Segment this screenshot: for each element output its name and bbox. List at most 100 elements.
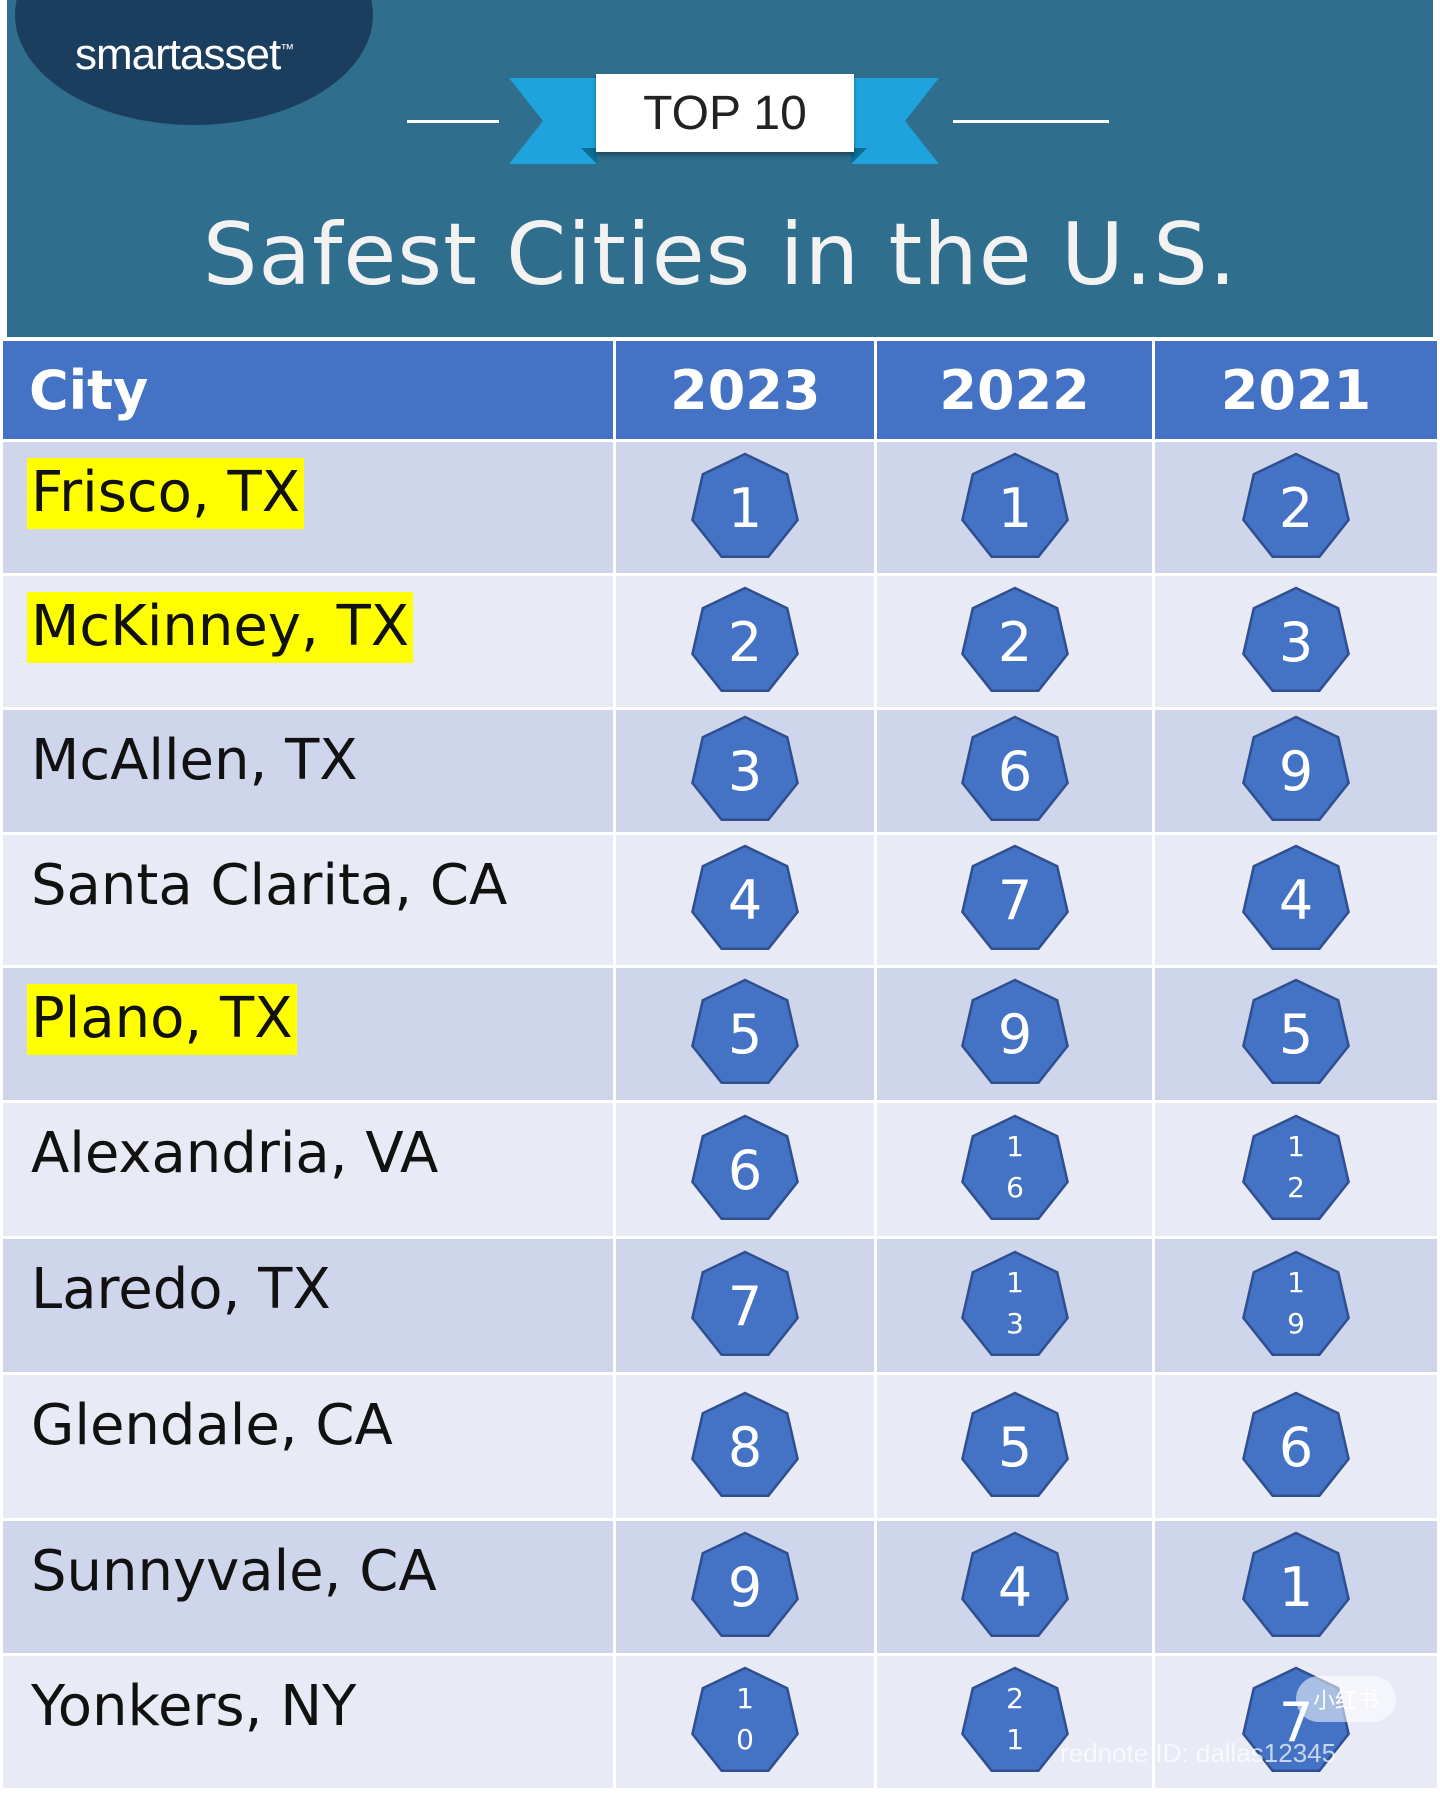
rank-badge-icon: 6 — [1242, 1391, 1350, 1497]
city-name: Glendale, CA — [31, 1393, 393, 1458]
rank-digit-top: 1 — [1287, 1266, 1305, 1299]
rank-value: 8 — [728, 1416, 762, 1479]
rank-digit-bottom: 2 — [1287, 1171, 1305, 1204]
rank-badge-shape — [960, 586, 1069, 692]
logo: smartasset™ — [75, 30, 294, 80]
rank-cell-2023: 8 — [616, 1375, 875, 1518]
ribbon-icon — [509, 78, 939, 164]
rank-badge-icon: 2 — [1242, 452, 1350, 558]
rank-value: 5 — [1279, 1003, 1313, 1066]
rank-badge-shape — [960, 978, 1069, 1084]
city-name: Sunnyvale, CA — [31, 1539, 437, 1604]
rank-value: 1 — [1279, 1556, 1313, 1619]
rank-badge-icon: 2 — [691, 586, 800, 692]
rank-value: 7 — [728, 1275, 762, 1338]
city-name: McKinney, TX — [27, 592, 414, 663]
rank-badge-icon: 1919 — [1242, 1250, 1350, 1356]
rank-digit-top: 1 — [736, 1682, 754, 1715]
rank-cell-2022: 5 — [877, 1375, 1153, 1518]
rank-value: 1 — [728, 477, 762, 540]
rank-badge-shape — [691, 586, 800, 692]
rank-value: 2 — [1279, 477, 1313, 540]
city-cell: Frisco, TX — [3, 442, 614, 573]
table-header-row: City 2023 2022 2021 — [3, 341, 1437, 439]
rank-badge-icon: 4 — [691, 844, 800, 950]
city-name: Plano, TX — [27, 984, 297, 1055]
rank-badge-shape — [960, 1391, 1069, 1497]
rank-badge-icon: 3 — [1242, 586, 1350, 692]
right-rule — [953, 120, 1109, 123]
rank-cell-2022: 1 — [877, 442, 1153, 573]
top-10-label: TOP 10 — [596, 74, 854, 152]
column-header-2022: 2022 — [877, 341, 1153, 439]
city-cell: Yonkers, NY — [3, 1656, 614, 1788]
rank-badge-icon: 1212 — [1242, 1114, 1350, 1220]
table-row: Glendale, CA 8 5 6 — [3, 1375, 1437, 1518]
city-name: Yonkers, NY — [31, 1674, 357, 1739]
rank-cell-2023: 2 — [616, 576, 875, 707]
city-cell: Sunnyvale, CA — [3, 1521, 614, 1653]
rank-badge-shape — [691, 978, 800, 1084]
rank-value: 6 — [1279, 1416, 1313, 1479]
rank-cell-2023: 1010 — [616, 1656, 875, 1788]
rank-badge-shape — [691, 1114, 800, 1220]
rank-badge-icon: 2121 — [960, 1666, 1069, 1772]
rank-value: 3 — [728, 740, 762, 803]
rank-badge-icon: 6 — [691, 1114, 800, 1220]
rank-badge-shape — [691, 1250, 800, 1356]
rank-badge-shape — [960, 1114, 1069, 1220]
rank-value: 4 — [1279, 869, 1313, 932]
rank-value: 6 — [997, 740, 1031, 803]
rank-cell-2022: 2121 — [877, 1656, 1153, 1788]
rank-badge-shape — [960, 844, 1069, 950]
rank-cell-2021: 9 — [1155, 710, 1437, 832]
rank-badge-icon: 6 — [960, 715, 1069, 821]
city-cell: Plano, TX — [3, 968, 614, 1100]
rank-badge-shape — [960, 715, 1069, 821]
rank-value: 4 — [728, 869, 762, 932]
header-banner: smartasset™ TOP 10 Safest Cities in the … — [7, 0, 1433, 337]
rank-cell-2022: 1616 — [877, 1103, 1153, 1236]
rank-badge-shape — [1242, 844, 1350, 950]
rank-digit-top: 1 — [1006, 1130, 1024, 1163]
table-row: Laredo, TX 7 1313 1919 — [3, 1239, 1437, 1372]
rank-digit-bottom: 3 — [1006, 1307, 1024, 1340]
rank-cell-2022: 1313 — [877, 1239, 1153, 1372]
rank-value: 5 — [997, 1416, 1031, 1479]
rank-badge-shape — [691, 844, 800, 950]
table-row: Alexandria, VA616161212 — [3, 1103, 1437, 1236]
table-row: Sunnyvale, CA 9 4 1 — [3, 1521, 1437, 1653]
rank-cell-2021: 1212 — [1155, 1103, 1437, 1236]
logo-text: smartasset — [75, 30, 281, 79]
rank-badge-icon: 1313 — [960, 1250, 1069, 1356]
rank-value: 7 — [997, 869, 1031, 932]
table-row: McAllen, TX 3 6 9 — [3, 710, 1437, 832]
rank-cell-2021: 6 — [1155, 1375, 1437, 1518]
rank-cell-2023: 4 — [616, 835, 875, 965]
city-name: Frisco, TX — [27, 458, 305, 529]
rank-badge-shape — [960, 1531, 1069, 1637]
watermark-text: rednote ID: dallas12345 — [1060, 1738, 1337, 1768]
rank-digit-bottom: 0 — [736, 1723, 754, 1756]
rank-badge-shape — [1242, 1391, 1350, 1497]
rank-badge-shape — [1242, 1114, 1350, 1220]
rankings-table: City 2023 2022 2021 Frisco, TX 1 1 2 McKinne… — [0, 338, 1440, 1791]
column-header-2021: 2021 — [1155, 341, 1437, 439]
rank-badge-shape — [1242, 715, 1350, 821]
rank-badge-icon: 4 — [1242, 844, 1350, 950]
rank-badge-shape — [691, 1531, 800, 1637]
rank-cell-2021: 2 — [1155, 442, 1437, 573]
rank-value: 1 — [997, 477, 1031, 540]
city-cell: Glendale, CA — [3, 1375, 614, 1518]
rank-value: 9 — [1279, 740, 1313, 803]
rank-badge-shape — [1242, 452, 1350, 558]
rank-badge-shape — [960, 1666, 1069, 1772]
rank-badge-icon: 7 — [691, 1250, 800, 1356]
table-row: Plano, TX 5 9 5 — [3, 968, 1437, 1100]
rank-cell-2022: 6 — [877, 710, 1153, 832]
rank-badge-icon: 8 — [691, 1391, 800, 1497]
rank-cell-2021: 5 — [1155, 968, 1437, 1100]
rank-badge-shape — [1242, 978, 1350, 1084]
rank-value: 4 — [997, 1556, 1031, 1619]
rank-badge-icon: 5 — [960, 1391, 1069, 1497]
